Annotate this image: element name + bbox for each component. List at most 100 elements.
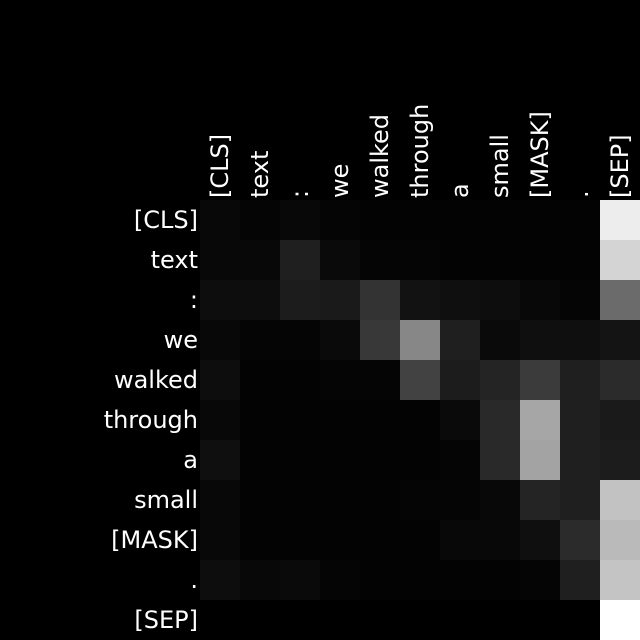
heatmap-cell-r9-c4 xyxy=(360,560,400,600)
x-tick-label: . xyxy=(566,190,594,198)
heatmap-cell-r4-c6 xyxy=(440,360,480,400)
heatmap-cell-r2-c1 xyxy=(240,280,280,320)
heatmap-cell-r5-c2 xyxy=(280,400,320,440)
heatmap-cell-r9-c1 xyxy=(240,560,280,600)
heatmap-cell-r6-c1 xyxy=(240,440,280,480)
y-tick-label: small xyxy=(134,486,198,514)
heatmap-cell-r1-c10 xyxy=(600,240,640,280)
heatmap-cell-r7-c3 xyxy=(320,480,360,520)
heatmap-cell-r2-c4 xyxy=(360,280,400,320)
heatmap-cell-r3-c0 xyxy=(200,320,240,360)
heatmap-cell-r0-c7 xyxy=(480,200,520,240)
heatmap-cell-r0-c3 xyxy=(320,200,360,240)
heatmap-cell-r10-c0 xyxy=(200,600,240,640)
heatmap-cell-r6-c9 xyxy=(560,440,600,480)
x-tick-label: : xyxy=(286,190,314,198)
heatmap-cell-r2-c5 xyxy=(400,280,440,320)
heatmap-cell-r5-c0 xyxy=(200,400,240,440)
heatmap-cell-r2-c7 xyxy=(480,280,520,320)
x-tick-label: small xyxy=(486,134,514,198)
heatmap-cell-r0-c8 xyxy=(520,200,560,240)
heatmap-cell-r2-c10 xyxy=(600,280,640,320)
heatmap-cell-r5-c6 xyxy=(440,400,480,440)
heatmap-cell-r0-c1 xyxy=(240,200,280,240)
y-axis-tick-labels: [CLS] text: we walked through a small [MASK]. [S… xyxy=(104,206,198,634)
heatmap-cell-r3-c7 xyxy=(480,320,520,360)
heatmap-cell-r8-c3 xyxy=(320,520,360,560)
y-tick-label: we xyxy=(164,326,198,354)
x-tick-label: text xyxy=(246,151,274,198)
heatmap-cell-r9-c7 xyxy=(480,560,520,600)
heatmap-cell-r2-c8 xyxy=(520,280,560,320)
heatmap-cell-r0-c6 xyxy=(440,200,480,240)
heatmap-cell-r7-c8 xyxy=(520,480,560,520)
heatmap-cell-r3-c6 xyxy=(440,320,480,360)
heatmap-cell-r10-c1 xyxy=(240,600,280,640)
heatmap-cell-r7-c5 xyxy=(400,480,440,520)
heatmap-cell-r0-c0 xyxy=(200,200,240,240)
heatmap-cell-r1-c7 xyxy=(480,240,520,280)
heatmap-cell-r5-c7 xyxy=(480,400,520,440)
heatmap-cell-r2-c9 xyxy=(560,280,600,320)
x-tick-label: through xyxy=(406,104,434,198)
heatmap-cell-r4-c3 xyxy=(320,360,360,400)
heatmap-cell-r8-c7 xyxy=(480,520,520,560)
heatmap-cell-r4-c10 xyxy=(600,360,640,400)
heatmap-cell-r8-c9 xyxy=(560,520,600,560)
heatmap-cell-r9-c2 xyxy=(280,560,320,600)
heatmap-cell-r0-c9 xyxy=(560,200,600,240)
heatmap-cell-r5-c4 xyxy=(360,400,400,440)
heatmap-cells xyxy=(200,200,640,640)
heatmap-cell-r9-c9 xyxy=(560,560,600,600)
heatmap-cell-r10-c6 xyxy=(440,600,480,640)
heatmap-cell-r3-c5 xyxy=(400,320,440,360)
heatmap-cell-r7-c10 xyxy=(600,480,640,520)
x-tick-label: we xyxy=(326,164,354,198)
heatmap-cell-r5-c1 xyxy=(240,400,280,440)
x-tick-label: [CLS] xyxy=(206,134,234,198)
heatmap-cell-r9-c10 xyxy=(600,560,640,600)
heatmap-cell-r1-c0 xyxy=(200,240,240,280)
heatmap-cell-r4-c2 xyxy=(280,360,320,400)
heatmap-cell-r1-c5 xyxy=(400,240,440,280)
heatmap-cell-r10-c4 xyxy=(360,600,400,640)
heatmap-cell-r1-c6 xyxy=(440,240,480,280)
heatmap-cell-r8-c10 xyxy=(600,520,640,560)
heatmap-cell-r1-c1 xyxy=(240,240,280,280)
y-tick-label: a xyxy=(183,446,198,474)
heatmap-cell-r4-c5 xyxy=(400,360,440,400)
y-tick-label: . xyxy=(190,566,198,594)
heatmap-cell-r6-c8 xyxy=(520,440,560,480)
heatmap-cell-r7-c0 xyxy=(200,480,240,520)
y-tick-label: [MASK] xyxy=(111,526,198,554)
heatmap-cell-r9-c5 xyxy=(400,560,440,600)
y-tick-label: through xyxy=(104,406,198,434)
heatmap-cell-r1-c4 xyxy=(360,240,400,280)
heatmap-cell-r10-c9 xyxy=(560,600,600,640)
x-tick-label: [SEP] xyxy=(606,134,634,198)
heatmap-cell-r3-c3 xyxy=(320,320,360,360)
heatmap-cell-r6-c0 xyxy=(200,440,240,480)
heatmap-cell-r7-c1 xyxy=(240,480,280,520)
heatmap-cell-r10-c2 xyxy=(280,600,320,640)
heatmap-cell-r1-c2 xyxy=(280,240,320,280)
heatmap-cell-r2-c6 xyxy=(440,280,480,320)
heatmap-cell-r6-c6 xyxy=(440,440,480,480)
heatmap-cell-r8-c8 xyxy=(520,520,560,560)
heatmap-cell-r3-c9 xyxy=(560,320,600,360)
x-axis-tick-labels: [CLS] text: we walked through a small [MASK]. [S… xyxy=(206,104,634,198)
heatmap-cell-r9-c3 xyxy=(320,560,360,600)
heatmap-cell-r4-c4 xyxy=(360,360,400,400)
heatmap-cell-r7-c6 xyxy=(440,480,480,520)
heatmap-cell-r7-c9 xyxy=(560,480,600,520)
heatmap-cell-r8-c2 xyxy=(280,520,320,560)
heatmap-cell-r6-c10 xyxy=(600,440,640,480)
heatmap-cell-r1-c3 xyxy=(320,240,360,280)
heatmap-cell-r5-c8 xyxy=(520,400,560,440)
heatmap-cell-r6-c3 xyxy=(320,440,360,480)
heatmap-cell-r8-c1 xyxy=(240,520,280,560)
heatmap-cell-r2-c2 xyxy=(280,280,320,320)
y-tick-label: : xyxy=(190,286,198,314)
heatmap-cell-r8-c6 xyxy=(440,520,480,560)
heatmap-cell-r0-c5 xyxy=(400,200,440,240)
